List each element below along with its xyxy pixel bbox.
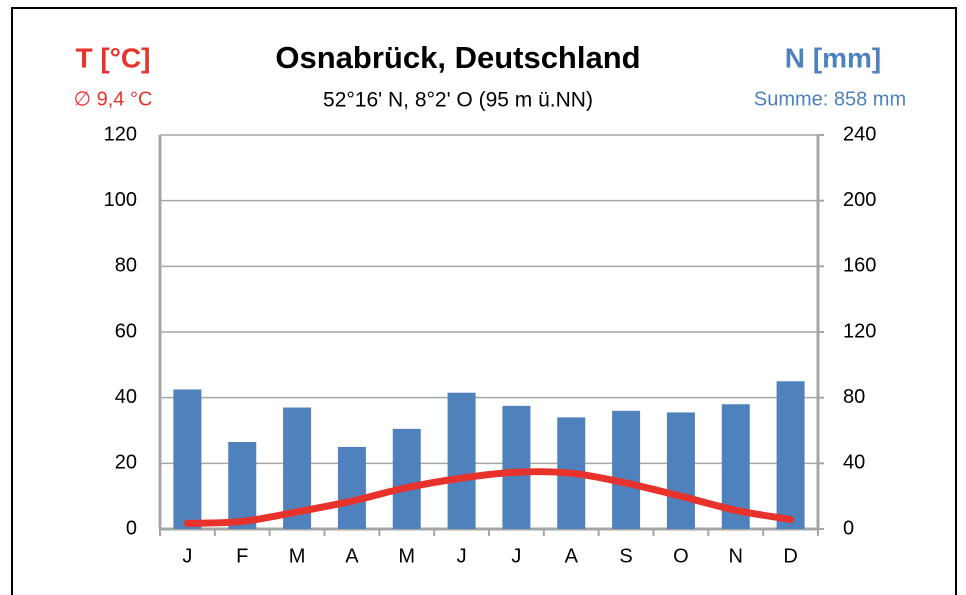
chart-subtitle: 52°16' N, 8°2' O (95 m ü.NN) [323,89,593,112]
x-tick-label: F [236,545,248,567]
temperature-line [183,468,795,527]
y2-tick-label: 0 [843,517,854,539]
bar [776,381,805,529]
y-tick-label: 0 [126,517,137,539]
x-tick-label: N [729,545,743,567]
bar [392,428,421,529]
x-tick-label: J [182,545,192,567]
y2-tick-label: 80 [843,386,865,408]
frame [11,7,957,595]
y-tick-label: 60 [115,320,137,342]
y-tick-label: 100 [104,189,137,211]
bar [666,412,695,529]
y-tick-label: 120 [104,123,137,145]
x-tick-label: A [565,545,579,567]
bar [447,392,476,529]
x-tick-label: J [457,545,467,567]
chart-title: Osnabrück, Deutschland [275,40,640,75]
y2-tick-label: 120 [843,320,876,342]
left-label: T [°C] [76,42,151,73]
bar [502,405,531,529]
bar [337,446,366,529]
y2-tick-label: 160 [843,255,876,277]
left-note: ∅ 9,4 °C [74,88,153,110]
y-tick-label: 40 [115,386,137,408]
y2-tick-label: 40 [843,452,865,474]
right-label: N [mm] [785,42,881,73]
x-tick-label: J [511,545,521,567]
x-tick-label: O [673,545,689,567]
x-tick-label: M [398,545,415,567]
x-tick-label: D [783,545,797,567]
y2-tick-label: 200 [843,189,876,211]
right-note: Summe: 858 mm [754,88,906,110]
bar [173,389,202,529]
x-tick-label: S [619,545,632,567]
y-tick-label: 80 [115,255,137,277]
bar [228,441,257,529]
bar [612,410,641,529]
x-tick-label: M [289,545,306,567]
y-tick-label: 20 [115,452,137,474]
x-tick-label: A [345,545,359,567]
y2-tick-label: 240 [843,123,876,145]
